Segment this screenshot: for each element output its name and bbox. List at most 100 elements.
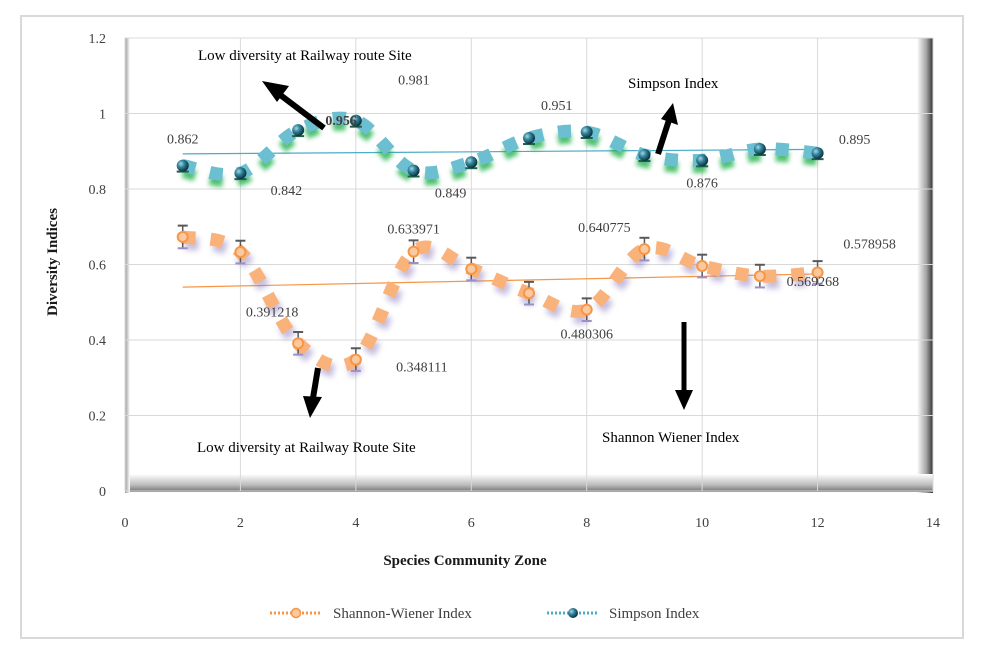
plot-area-bevel	[125, 38, 933, 493]
simpson-marker	[811, 147, 824, 160]
data-labels: 0.862 0.842 0.956 0.981 0.849 0.951 0.876 0.895…	[167, 74, 896, 376]
shannon-point	[349, 347, 362, 372]
shannon-point	[753, 263, 766, 289]
data-label: 0.480306	[560, 328, 613, 343]
y-tick-label: 0	[99, 485, 106, 500]
legend: Shannon-Wiener Index Simpson Index	[270, 606, 700, 622]
simpson-marker	[696, 154, 709, 167]
shannon-point	[234, 239, 247, 265]
x-tick-label: 10	[695, 516, 709, 531]
trendline-simpson	[182, 148, 818, 155]
data-label: 0.895	[839, 133, 871, 148]
series-shannon-shadow	[184, 236, 822, 379]
simpson-marker	[638, 149, 651, 162]
simpson-marker	[465, 156, 478, 169]
simpson-point	[292, 124, 305, 138]
annotation-shannon-wiener: Shannon Wiener Index	[602, 430, 740, 446]
simpson-point	[234, 167, 247, 181]
x-tick-label: 4	[352, 516, 359, 531]
shannon-marker	[234, 246, 247, 259]
simpson-marker	[523, 132, 535, 145]
shannon-point	[176, 224, 189, 250]
arrow-up-left-icon	[262, 81, 326, 131]
simpson-point	[523, 132, 535, 146]
annotation-railway-route-bottom: Low diversity at Railway Route Site	[197, 440, 416, 456]
arrow-down-icon	[675, 322, 693, 410]
y-tick-label: 0.2	[89, 410, 107, 425]
x-tick-label: 12	[811, 516, 825, 531]
annotation-simpson-index: Simpson Index	[628, 76, 719, 92]
data-label: 0.842	[271, 184, 303, 199]
shannon-point	[580, 297, 593, 323]
simpson-point	[349, 114, 362, 128]
legend-marker-circle-icon	[290, 607, 302, 619]
x-tick-label: 6	[468, 516, 475, 531]
shannon-point	[523, 280, 535, 306]
legend-item-simpson[interactable]: Simpson Index	[547, 606, 700, 622]
data-label: 0.849	[435, 187, 467, 202]
arrow-up-icon	[655, 103, 678, 155]
shannon-marker	[407, 245, 420, 258]
shannon-marker	[176, 230, 189, 243]
legend-item-shannon[interactable]: Shannon-Wiener Index	[270, 606, 472, 622]
series-layer	[176, 111, 824, 379]
shannon-marker	[753, 270, 766, 283]
y-tick-label: 0.8	[89, 183, 107, 198]
simpson-marker	[234, 167, 247, 180]
simpson-point	[753, 142, 766, 156]
simpson-point	[811, 147, 824, 161]
simpson-marker	[176, 159, 189, 172]
series-shannon-line	[181, 230, 819, 373]
shannon-point	[811, 260, 824, 285]
x-axis-title: Species Community Zone	[383, 553, 547, 569]
arrow-down-icon	[303, 367, 322, 418]
data-label: 0.578958	[843, 237, 896, 252]
simpson-point	[407, 164, 420, 178]
simpson-marker	[292, 124, 305, 137]
simpson-point	[176, 159, 189, 173]
legend-marker-sphere-icon	[568, 608, 578, 618]
data-label: 0.951	[541, 99, 573, 114]
y-axis-title: Diversity Indices	[45, 208, 61, 316]
simpson-point	[696, 154, 709, 168]
data-label: 0.876	[686, 176, 718, 191]
data-label: 0.348111	[396, 361, 447, 376]
simpson-point	[580, 125, 593, 139]
simpson-point	[465, 156, 478, 170]
trendlines	[182, 148, 818, 288]
y-tick-label: 0.6	[89, 259, 107, 274]
y-tick-label: 0.4	[89, 334, 107, 349]
data-label: 0.391218	[246, 305, 299, 320]
shannon-point	[696, 253, 709, 279]
x-tick-label: 2	[237, 516, 244, 531]
x-tick-label: 14	[926, 516, 940, 531]
y-tick-label: 1	[99, 108, 106, 123]
y-axis-ticks: 0 0.2 0.4 0.6 0.8 1 1.2	[89, 32, 107, 500]
data-label: 0.640775	[578, 221, 631, 236]
simpson-marker	[349, 114, 362, 127]
data-label: 0.956	[325, 114, 357, 129]
x-tick-label: 8	[583, 516, 590, 531]
x-axis-ticks: 0 2 4 6 8 10 12 14	[122, 516, 941, 531]
y-tick-label: 1.2	[89, 32, 107, 47]
data-label: 0.569268	[787, 275, 840, 290]
gridlines	[125, 38, 933, 491]
shannon-point	[465, 256, 478, 282]
shannon-marker	[696, 260, 709, 273]
annotations: Low diversity at Railway route Site Simp…	[197, 48, 740, 456]
shannon-marker	[292, 337, 305, 350]
legend-label-simpson: Simpson Index	[609, 606, 700, 622]
shannon-point	[638, 236, 651, 262]
shannon-point	[292, 330, 305, 356]
shannon-marker	[465, 263, 478, 276]
data-label: 0.862	[167, 133, 199, 148]
shannon-marker	[811, 266, 824, 279]
simpson-marker	[407, 164, 420, 177]
shannon-marker	[580, 303, 593, 316]
simpson-marker	[753, 142, 766, 155]
chart-frame	[20, 15, 964, 639]
data-label: 0.633971	[387, 223, 440, 238]
x-tick-label: 0	[122, 516, 129, 531]
shannon-point	[407, 239, 420, 265]
